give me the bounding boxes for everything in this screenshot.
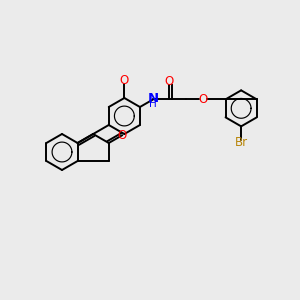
Text: O: O [117, 129, 127, 142]
Text: N: N [148, 92, 159, 105]
Text: O: O [165, 75, 174, 88]
Text: Br: Br [235, 136, 248, 149]
Text: O: O [198, 93, 207, 106]
Text: O: O [120, 74, 129, 87]
Text: H: H [149, 99, 157, 109]
